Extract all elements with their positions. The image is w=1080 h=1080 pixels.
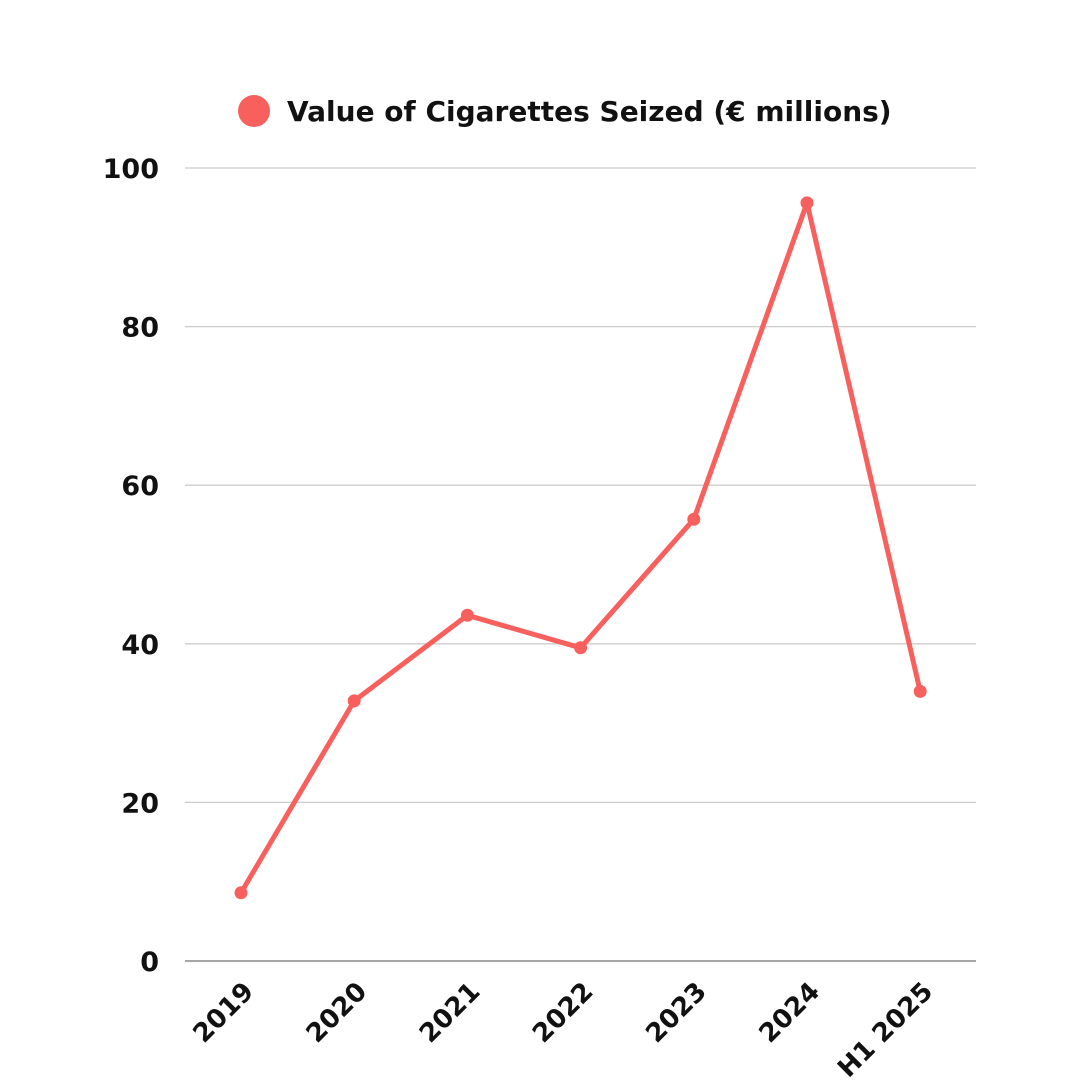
data-point [800, 196, 814, 210]
data-point [687, 512, 701, 526]
data-point [347, 694, 361, 708]
y-tick-label: 40 [121, 630, 159, 661]
legend-marker [238, 95, 270, 127]
x-tick-label: 2019 [188, 977, 260, 1049]
x-axis: 2019 2020 2021 2022 2023 2024 H1 2025 [188, 977, 940, 1080]
y-tick-label: 60 [121, 471, 159, 502]
y-axis: 0 20 40 60 80 100 [103, 154, 159, 978]
data-point [234, 886, 248, 900]
x-tick-label: 2022 [527, 977, 599, 1049]
data-point [574, 641, 588, 655]
x-tick-label: 2021 [414, 977, 486, 1049]
series-line [238, 200, 923, 896]
x-tick-label: 2024 [754, 977, 826, 1049]
y-tick-label: 100 [103, 154, 159, 185]
x-tick-label: 2023 [640, 977, 712, 1049]
y-tick-label: 0 [140, 947, 159, 978]
x-tick-label: 2020 [301, 977, 373, 1049]
legend: Value of Cigarettes Seized (€ millions) [238, 95, 892, 128]
gridlines [185, 167, 976, 962]
y-tick-label: 20 [121, 788, 159, 819]
data-point [913, 684, 927, 698]
x-tick-label: H1 2025 [832, 977, 939, 1080]
legend-label: Value of Cigarettes Seized (€ millions) [287, 95, 892, 128]
y-tick-label: 80 [121, 313, 159, 344]
data-point [460, 608, 474, 622]
series-value-of-cigarettes-seized [234, 196, 927, 900]
